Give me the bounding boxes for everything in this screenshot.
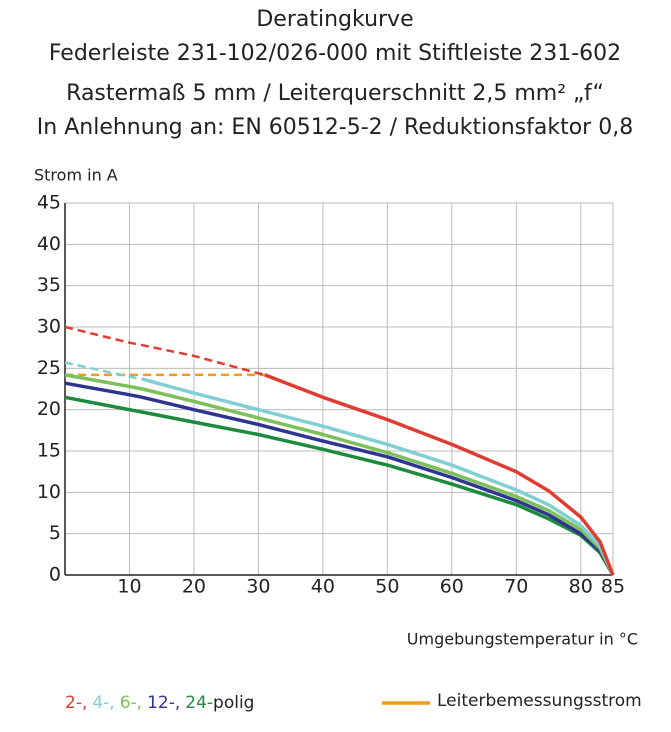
chart-title: In Anlehnung an: EN 60512-5-2 / Reduktio… <box>37 115 633 140</box>
grid <box>65 202 614 576</box>
chart-title: Rastermaß 5 mm / Leiterquerschnitt 2,5 m… <box>66 81 604 106</box>
y-tick-label: 15 <box>37 440 61 462</box>
legend-entry: 2-, <box>65 693 87 713</box>
dashed-line <box>64 325 266 377</box>
y-axis-label: Strom in A <box>34 166 118 185</box>
y-tick-label: 10 <box>37 481 61 503</box>
legend-entry: 12-, <box>147 693 180 713</box>
line <box>141 377 615 576</box>
legend-entry: 6-, <box>120 693 142 713</box>
x-tick-label: 30 <box>246 576 270 598</box>
line <box>64 395 615 576</box>
x-tick-label: 20 <box>182 576 206 598</box>
y-tick-label: 0 <box>49 564 61 586</box>
line <box>264 373 615 576</box>
y-tick-label: 25 <box>37 357 61 379</box>
line <box>64 373 615 576</box>
legend-entry: 4-, <box>92 693 114 713</box>
x-tick-label: 80 <box>569 576 593 598</box>
y-tick-label: 30 <box>37 316 61 338</box>
legend: 2-, 4-, 6-, 12-, 24-polig <box>65 693 254 713</box>
chart-title: Deratingkurve <box>256 7 413 32</box>
legend-entry: 24- <box>185 693 213 713</box>
x-axis-label: Umgebungstemperatur in °C <box>407 630 638 649</box>
y-tick-label: 5 <box>49 522 61 544</box>
x-tick-label: 85 <box>601 576 625 598</box>
legend-suffix: polig <box>213 693 254 713</box>
y-tick-label: 20 <box>37 398 61 420</box>
x-tick-label: 50 <box>375 576 399 598</box>
y-tick-label: 45 <box>37 192 61 214</box>
x-tick-label: 10 <box>117 576 141 598</box>
x-tick-label: 40 <box>311 576 335 598</box>
x-tick-label: 70 <box>504 576 528 598</box>
line <box>64 381 615 576</box>
y-tick-label: 40 <box>37 233 61 255</box>
legend-entry: Leiterbemessungsstrom <box>437 691 642 711</box>
x-tick-label: 60 <box>440 576 464 598</box>
chart-title: Federleiste 231-102/026-000 mit Stiftlei… <box>49 41 621 66</box>
y-tick-label: 35 <box>37 274 61 296</box>
dashed-line <box>64 361 143 381</box>
